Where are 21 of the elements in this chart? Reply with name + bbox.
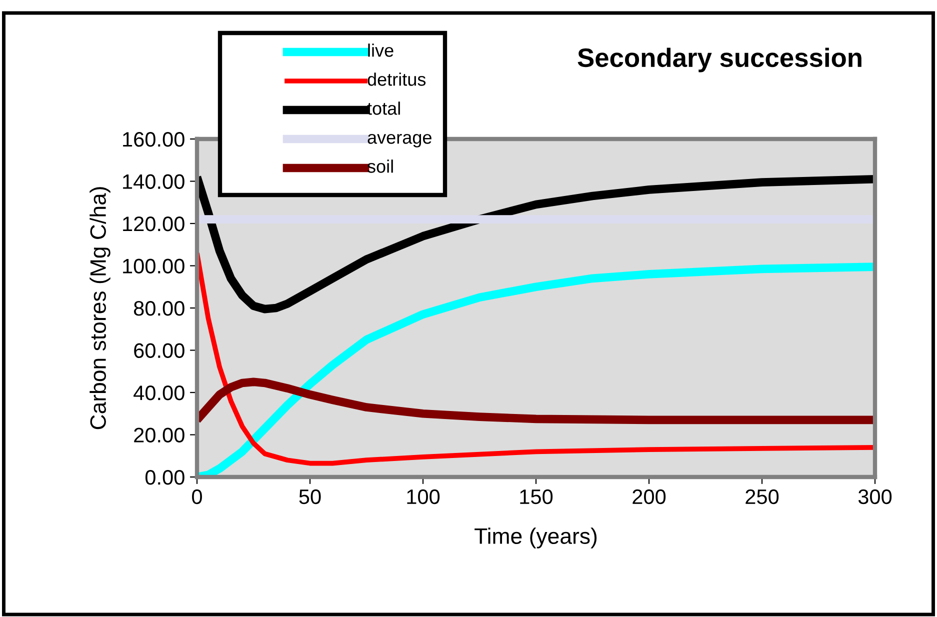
- legend-label: detritus: [368, 72, 426, 86]
- y-axis-title: Carbon stores (Mg C/ha): [90, 187, 110, 430]
- y-tick-label: 80.00: [134, 301, 184, 316]
- legend-label: average: [368, 134, 432, 148]
- y-tick-label: 140.00: [123, 174, 184, 190]
- y-tick-label: 120.00: [123, 216, 184, 232]
- x-tick-label: 50: [299, 489, 321, 504]
- y-tick-label: 20.00: [134, 428, 184, 443]
- x-tick-label: 250: [746, 489, 779, 504]
- x-tick-label: 100: [407, 489, 440, 504]
- y-tick-label: 160.00: [123, 132, 184, 147]
- x-tick-label: 0: [192, 489, 202, 504]
- y-tick-label: 60.00: [134, 343, 184, 358]
- y-tick-label: 100.00: [123, 258, 184, 274]
- x-axis-title: Time (years): [474, 528, 597, 548]
- x-tick-label: 200: [632, 489, 666, 504]
- y-tick-label: 0.00: [145, 470, 184, 485]
- x-tick-label: 300: [858, 489, 892, 504]
- x-tick-label: 150: [520, 489, 553, 504]
- chart-title: Secondary succession: [578, 48, 862, 72]
- y-tick-label: 40.00: [134, 386, 184, 400]
